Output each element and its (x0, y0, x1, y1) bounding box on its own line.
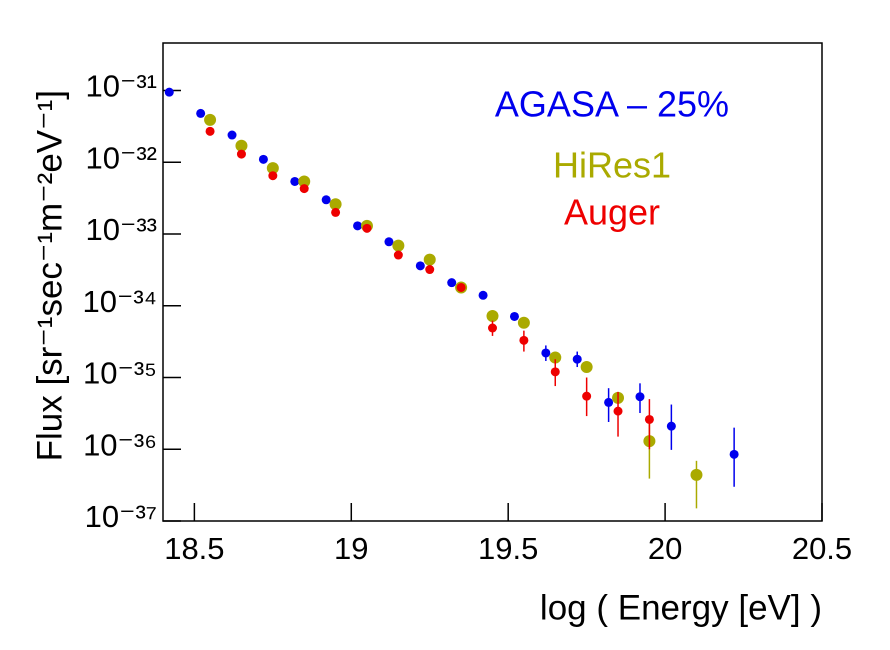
data-point (205, 126, 215, 136)
data-point (423, 253, 436, 266)
data-point (258, 154, 268, 164)
y-tick-label: 10⁻³⁴ (83, 284, 158, 319)
data-point (268, 171, 278, 181)
data-point (549, 351, 562, 364)
data-point (582, 391, 592, 401)
data-point (384, 237, 394, 247)
data-point (204, 113, 217, 126)
y-tick-label: 10⁻³² (86, 140, 158, 175)
x-tick-label: 18.5 (164, 531, 224, 566)
data-point (604, 397, 614, 407)
legend-label: Auger (564, 192, 660, 233)
data-point (690, 468, 703, 481)
data-point (488, 323, 497, 333)
data-point (290, 176, 300, 186)
x-axis-title: log ( Energy [eV] ) (540, 588, 822, 627)
data-point (425, 265, 435, 275)
x-tick-label: 20.5 (792, 531, 852, 566)
data-point (227, 130, 237, 140)
data-point (456, 282, 466, 292)
data-point (517, 316, 530, 329)
y-tick-label: 10⁻³³ (86, 212, 158, 247)
y-axis-title: Flux [sr⁻¹sec⁻¹m⁻²eV⁻¹] (30, 90, 69, 461)
data-point (353, 221, 363, 231)
data-point (447, 278, 457, 288)
y-tick-label: 10⁻³¹ (86, 69, 158, 104)
data-point (393, 250, 403, 260)
data-point (415, 261, 425, 271)
data-point (266, 162, 279, 175)
data-point (164, 87, 174, 97)
data-point (509, 311, 519, 321)
y-tick-label: 10⁻³⁷ (85, 499, 157, 534)
data-point (299, 184, 309, 194)
data-point (235, 139, 248, 152)
x-tick-label: 20 (648, 531, 682, 566)
data-point (329, 198, 342, 211)
x-tick-label: 19.5 (478, 531, 538, 566)
data-point (666, 421, 676, 431)
data-point (613, 406, 623, 416)
data-point (321, 195, 331, 205)
data-point (486, 310, 499, 323)
data-point (298, 175, 311, 188)
data-point (729, 449, 739, 459)
x-tick-label: 19 (334, 531, 368, 566)
data-point (236, 149, 246, 159)
data-point (196, 108, 206, 118)
data-point (572, 354, 582, 364)
legend-label: HiRes1 (553, 145, 671, 186)
y-tick-label: 10⁻³⁵ (83, 356, 157, 391)
plot-frame (162, 42, 823, 522)
data-point (541, 348, 551, 358)
data-point (635, 392, 645, 402)
data-point (331, 207, 341, 217)
data-point (644, 414, 654, 424)
data-point (362, 223, 372, 233)
y-tick-label: 10⁻³⁶ (83, 427, 157, 462)
data-point (580, 361, 593, 374)
data-point (519, 335, 529, 345)
data-point (392, 239, 405, 252)
data-point (478, 290, 488, 300)
data-point (550, 367, 560, 377)
legend-label: AGASA – 25% (495, 84, 729, 125)
